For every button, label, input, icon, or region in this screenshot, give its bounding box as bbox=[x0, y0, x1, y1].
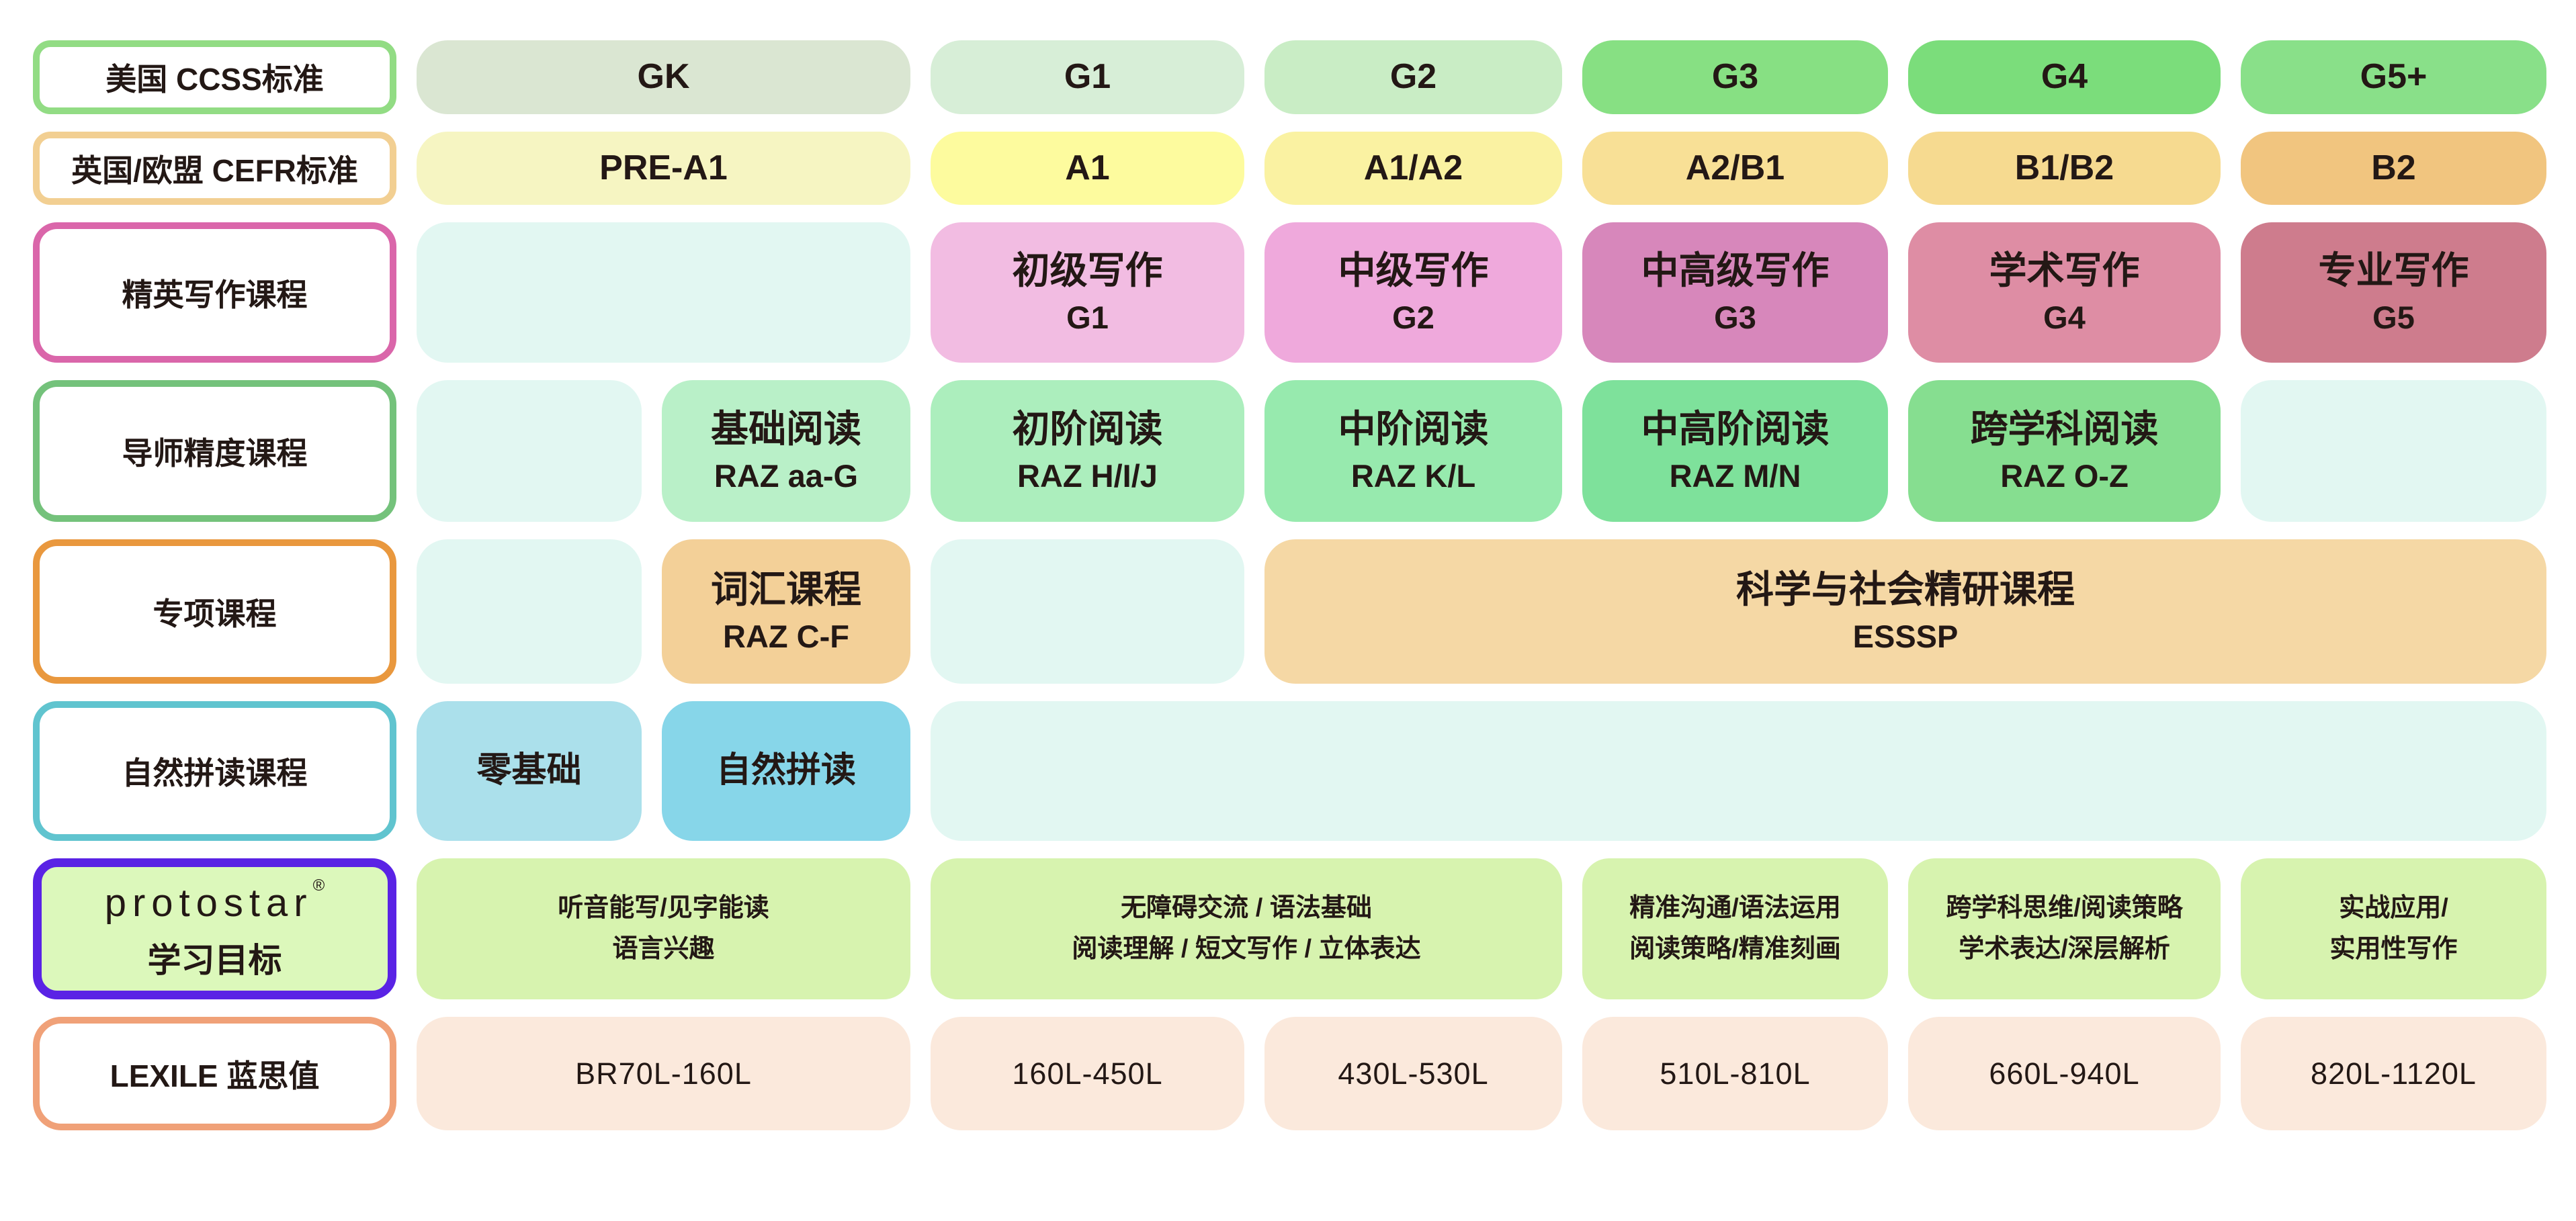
cefr-cell-b2: B2 bbox=[2241, 132, 2546, 205]
empty-cell bbox=[417, 222, 910, 363]
goal-line: 实战应用/ bbox=[2339, 894, 2448, 923]
cefr-cell-prea1: PRE-A1 bbox=[417, 132, 910, 205]
ccss-cell-g1: G1 bbox=[931, 40, 1244, 114]
course-raz-level: RAZ K/L bbox=[1350, 457, 1476, 494]
row-label-learning-goals: protostar® 学习目标 bbox=[33, 858, 396, 999]
course-title: 初级写作 bbox=[1012, 249, 1163, 292]
curriculum-level-matrix: 美国 CCSS标准 GK G1 G2 G3 G4 G5+ 英国/欧盟 CEFR标… bbox=[33, 40, 2546, 1130]
writing-cell-g1: 初级写作 G1 bbox=[931, 222, 1244, 363]
course-title: 基础阅读 bbox=[711, 408, 861, 451]
course-code: ESSSP bbox=[1852, 618, 1959, 654]
course-title: 词汇课程 bbox=[711, 568, 861, 611]
protostar-logo: protostar® bbox=[104, 876, 325, 925]
row-label-phonics: 自然拼读课程 bbox=[33, 701, 396, 841]
row-label-special: 专项课程 bbox=[33, 539, 396, 684]
goal-line: 学术表达/深层解析 bbox=[1959, 935, 2170, 963]
lexile-cell-g2: 430L-530L bbox=[1264, 1017, 1562, 1130]
goal-line: 阅读策略/精准刻画 bbox=[1629, 935, 1841, 963]
goal-cell-g3: 精准沟通/语法运用 阅读策略/精准刻画 bbox=[1582, 858, 1888, 999]
writing-cell-g5: 专业写作 G5 bbox=[2241, 222, 2546, 363]
writing-cell-g4: 学术写作 G4 bbox=[1908, 222, 2221, 363]
goal-line: 听音能写/见字能读 bbox=[558, 894, 769, 923]
goal-line: 无障碍交流 / 语法基础 bbox=[1121, 894, 1372, 923]
empty-cell bbox=[417, 380, 642, 522]
lexile-cell-g4: 660L-940L bbox=[1908, 1017, 2221, 1130]
course-title: 跨学科阅读 bbox=[1970, 408, 2159, 451]
ccss-cell-g5plus: G5+ bbox=[2241, 40, 2546, 114]
course-title: 科学与社会精研课程 bbox=[1736, 568, 2075, 611]
course-raz-level: RAZ H/I/J bbox=[1017, 457, 1158, 494]
phonics-cell-zero-base: 零基础 bbox=[417, 701, 642, 841]
cefr-cell-b1b2: B1/B2 bbox=[1908, 132, 2221, 205]
course-title: 中阶阅读 bbox=[1338, 408, 1489, 451]
course-grade: G1 bbox=[1066, 299, 1109, 335]
registered-mark: ® bbox=[312, 876, 325, 895]
course-title: 初阶阅读 bbox=[1012, 408, 1163, 451]
row-label-cefr: 英国/欧盟 CEFR标准 bbox=[33, 132, 396, 205]
course-title: 中高级写作 bbox=[1641, 249, 1830, 292]
goal-line: 跨学科思维/阅读策略 bbox=[1946, 894, 2183, 923]
goal-cell-g5plus: 实战应用/ 实用性写作 bbox=[2241, 858, 2546, 999]
learning-goals-label: 学习目标 bbox=[147, 941, 282, 979]
lexile-cell-gk: BR70L-160L bbox=[417, 1017, 910, 1130]
reading-cell-upper-intermediate: 中高阶阅读 RAZ M/N bbox=[1582, 380, 1888, 522]
course-grade: G2 bbox=[1392, 299, 1434, 335]
ccss-cell-g4: G4 bbox=[1908, 40, 2221, 114]
row-label-ccss: 美国 CCSS标准 bbox=[33, 40, 396, 114]
reading-cell-beginner: 初阶阅读 RAZ H/I/J bbox=[931, 380, 1244, 522]
empty-cell bbox=[417, 539, 642, 684]
course-grade: G4 bbox=[2043, 299, 2086, 335]
course-raz-level: RAZ C-F bbox=[723, 618, 849, 654]
course-title: 专业写作 bbox=[2318, 249, 2469, 292]
writing-cell-g3: 中高级写作 G3 bbox=[1582, 222, 1888, 363]
special-cell-vocabulary: 词汇课程 RAZ C-F bbox=[662, 539, 910, 684]
phonics-cell-phonics: 自然拼读 bbox=[662, 701, 910, 841]
reading-cell-intermediate: 中阶阅读 RAZ K/L bbox=[1264, 380, 1562, 522]
reading-cell-basic: 基础阅读 RAZ aa-G bbox=[662, 380, 910, 522]
special-cell-esssp: 科学与社会精研课程 ESSSP bbox=[1264, 539, 2546, 684]
cefr-cell-a2b1: A2/B1 bbox=[1582, 132, 1888, 205]
lexile-cell-g5plus: 820L-1120L bbox=[2241, 1017, 2546, 1130]
row-label-lexile: LEXILE 蓝思值 bbox=[33, 1017, 396, 1130]
reading-cell-interdisciplinary: 跨学科阅读 RAZ O-Z bbox=[1908, 380, 2221, 522]
ccss-cell-g2: G2 bbox=[1264, 40, 1562, 114]
lexile-cell-g1: 160L-450L bbox=[931, 1017, 1244, 1130]
course-raz-level: RAZ aa-G bbox=[714, 457, 859, 494]
goal-line: 语言兴趣 bbox=[612, 935, 715, 963]
ccss-cell-gk: GK bbox=[417, 40, 910, 114]
lexile-cell-g3: 510L-810L bbox=[1582, 1017, 1888, 1130]
row-label-writing: 精英写作课程 bbox=[33, 222, 396, 363]
goal-cell-g4: 跨学科思维/阅读策略 学术表达/深层解析 bbox=[1908, 858, 2221, 999]
course-raz-level: RAZ M/N bbox=[1669, 457, 1801, 494]
course-title: 中高阶阅读 bbox=[1641, 408, 1830, 451]
empty-cell bbox=[931, 701, 2546, 841]
goal-cell-gk: 听音能写/见字能读 语言兴趣 bbox=[417, 858, 910, 999]
course-title: 中级写作 bbox=[1338, 249, 1489, 292]
goal-line: 阅读理解 / 短文写作 / 立体表达 bbox=[1072, 935, 1421, 963]
empty-cell bbox=[931, 539, 1244, 684]
goal-cell-g1-g2: 无障碍交流 / 语法基础 阅读理解 / 短文写作 / 立体表达 bbox=[931, 858, 1562, 999]
writing-cell-g2: 中级写作 G2 bbox=[1264, 222, 1562, 363]
course-grade: G5 bbox=[2372, 299, 2415, 335]
goal-line: 精准沟通/语法运用 bbox=[1629, 894, 1841, 923]
course-raz-level: RAZ O-Z bbox=[2000, 457, 2129, 494]
cefr-cell-a1a2: A1/A2 bbox=[1264, 132, 1562, 205]
cefr-cell-a1: A1 bbox=[931, 132, 1244, 205]
course-title: 学术写作 bbox=[1989, 249, 2140, 292]
goal-line: 实用性写作 bbox=[2329, 935, 2458, 963]
empty-cell bbox=[2241, 380, 2546, 522]
ccss-cell-g3: G3 bbox=[1582, 40, 1888, 114]
row-label-reading: 导师精度课程 bbox=[33, 380, 396, 522]
course-grade: G3 bbox=[1714, 299, 1756, 335]
